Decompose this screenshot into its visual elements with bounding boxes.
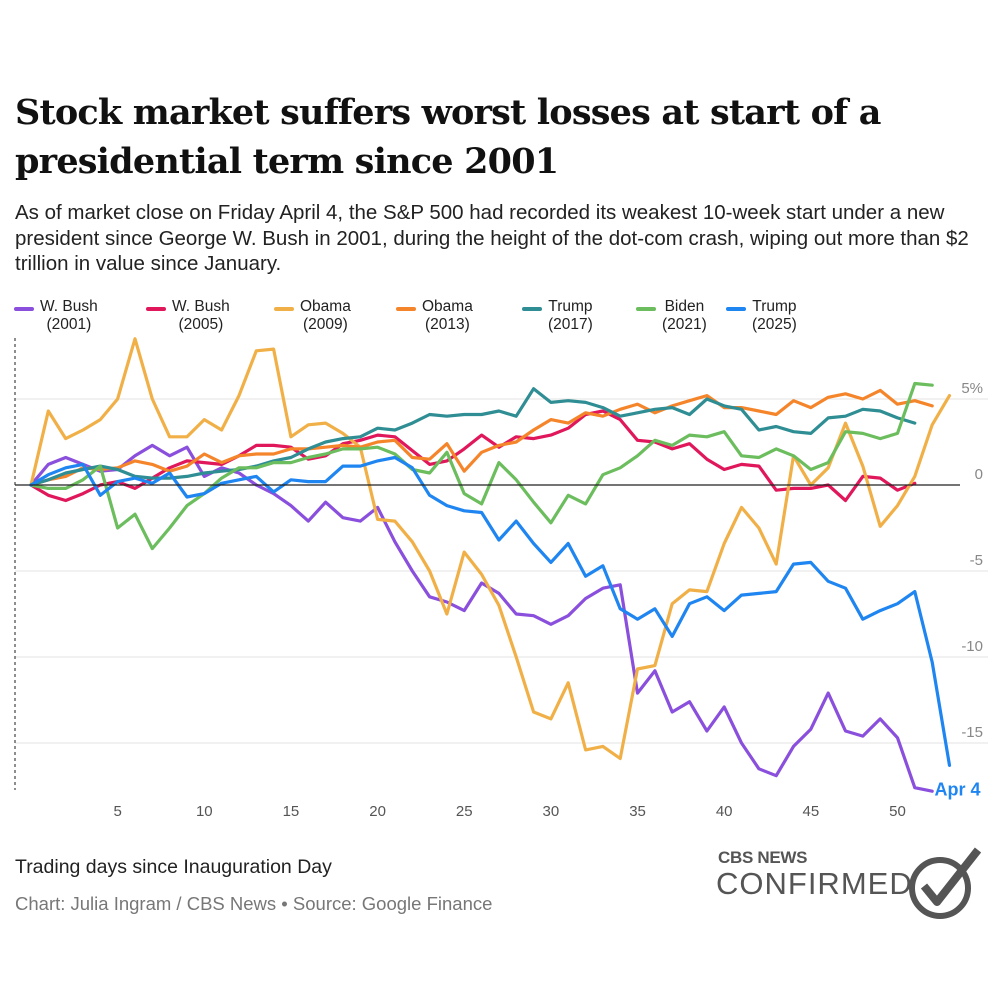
legend-swatch-obama-2009 (274, 307, 294, 311)
logo-top-text: CBS NEWS (718, 848, 808, 867)
series-line-trump-2025 (29, 455, 952, 767)
legend-item-trump-2017: Trump (2017) (522, 298, 593, 334)
legend-item-biden-2021: Biden (2021) (636, 298, 707, 334)
x-tick-label: 25 (456, 803, 473, 820)
legend-item-bush-2005: W. Bush (2005) (146, 298, 230, 334)
legend-name-obama-2009: Obama (300, 298, 351, 315)
legend-item-bush-2001: W. Bush (2001) (14, 298, 98, 334)
chart-subtitle: As of market close on Friday April 4, th… (15, 201, 969, 275)
legend-swatch-trump-2025 (726, 307, 746, 311)
legend-name-bush-2005: W. Bush (172, 298, 230, 315)
legend-years-trump-2025: (2025) (752, 316, 797, 333)
series-line-trump-2017 (29, 387, 917, 487)
series-line-w-bush-2001 (29, 443, 934, 793)
legend-swatch-bush-2005 (146, 307, 166, 311)
legend-years-obama-2013: (2013) (425, 316, 470, 333)
series-line-obama-2013 (29, 388, 934, 487)
y-tick-label: 0 (975, 466, 983, 483)
line-chart: 5% 0 -5 -10 -15 5 10 15 20 25 30 35 40 45 50 Apr 4 (14, 337, 988, 820)
legend-years-bush-2005: (2005) (178, 316, 224, 333)
legend: W. Bush (2001) W. Bush (2005) Obama (2009) … (14, 298, 834, 338)
y-tick-label: -5 (970, 552, 983, 569)
x-tick-label: 10 (196, 803, 213, 820)
legend-item-obama-2013: Obama (2013) (396, 298, 473, 334)
legend-name-biden-2021: Biden (664, 298, 705, 315)
x-tick-label: 50 (889, 803, 906, 820)
legend-swatch-obama-2013 (396, 307, 416, 311)
legend-item-obama-2009: Obama (2009) (274, 298, 351, 334)
x-axis-title: Trading days since Inauguration Day (15, 856, 332, 878)
x-tick-label: 5 (113, 803, 121, 820)
series-line-biden-2021 (29, 381, 934, 551)
x-tick-label: 40 (716, 803, 733, 820)
logo-bottom-text: CONFIRMED (716, 866, 913, 901)
end-annotation-label: Apr 4 (934, 779, 980, 799)
legend-name-obama-2013: Obama (422, 298, 473, 315)
cbs-news-confirmed-logo: CBS NEWS CONFIRMED (716, 846, 986, 926)
y-tick-label: -10 (961, 638, 983, 655)
legend-years-bush-2001: (2001) (46, 316, 92, 333)
legend-swatch-biden-2021 (636, 307, 656, 311)
legend-name-trump-2025: Trump (752, 298, 797, 315)
legend-name-bush-2001: W. Bush (40, 298, 98, 315)
y-tick-label: 5% (961, 380, 983, 397)
legend-years-trump-2017: (2017) (548, 316, 593, 333)
legend-name-trump-2017: Trump (548, 298, 593, 315)
series-line-w-bush-2005 (29, 409, 917, 503)
chart-credit: Chart: Julia Ingram / CBS News • Source:… (15, 893, 493, 914)
legend-years-biden-2021: (2021) (662, 316, 707, 333)
x-tick-label: 15 (283, 803, 300, 820)
checkmark-icon (909, 847, 982, 919)
x-tick-label: 20 (369, 803, 386, 820)
series-line-obama-2009 (29, 337, 952, 761)
x-tick-label: 45 (803, 803, 820, 820)
legend-swatch-trump-2017 (522, 307, 542, 311)
legend-item-trump-2025: Trump (2025) (726, 298, 797, 334)
x-tick-label: 30 (543, 803, 560, 820)
legend-swatch-bush-2001 (14, 307, 34, 311)
x-tick-label: 35 (629, 803, 646, 820)
legend-years-obama-2009: (2009) (303, 316, 348, 333)
chart-title: Stock market suffers worst losses at sta… (15, 92, 881, 182)
y-tick-label: -15 (961, 724, 983, 741)
